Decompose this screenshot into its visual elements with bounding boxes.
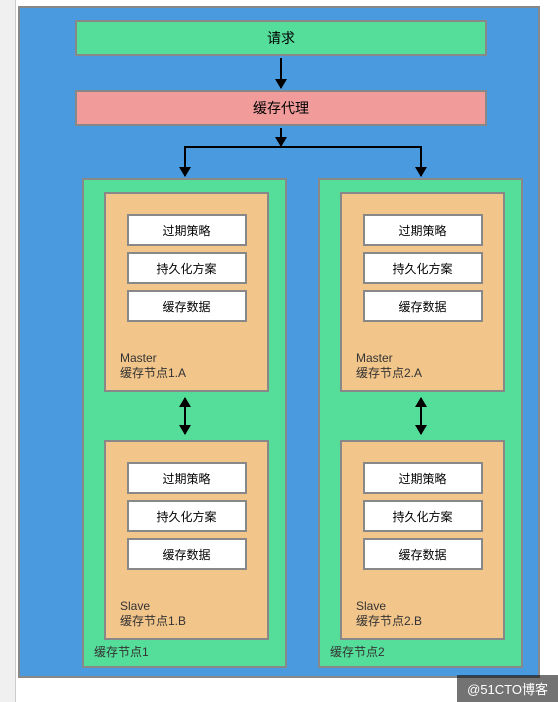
arrow-to-cluster2 [420,146,422,176]
watermark: @51CTO博客 [457,675,558,702]
arrow-proxy-down [280,128,282,146]
slave-node-1: 过期策略 持久化方案 缓存数据 Slave 缓存节点1.B [104,440,269,640]
master-node-2: 过期策略 持久化方案 缓存数据 Master 缓存节点2.A [340,192,505,392]
expire-policy-box: 过期策略 [127,462,247,494]
persistence-box: 持久化方案 [127,252,247,284]
arrow-request-to-proxy [280,58,282,88]
arrow-master-slave-2 [420,398,422,434]
diagram-container: 请求 缓存代理 过期策略 持久化方案 缓存数据 Master 缓存节点1.A 过… [18,6,540,678]
cache-data-box: 缓存数据 [127,290,247,322]
request-box: 请求 [75,20,487,56]
cache-data-box: 缓存数据 [363,290,483,322]
master-label-2: Master 缓存节点2.A [356,351,422,382]
master-node-1: 过期策略 持久化方案 缓存数据 Master 缓存节点1.A [104,192,269,392]
proxy-label: 缓存代理 [253,98,309,118]
slave-label-1: Slave 缓存节点1.B [120,599,186,630]
cluster-label-1: 缓存节点1 [94,643,149,660]
request-label: 请求 [267,28,295,48]
cache-cluster-1: 过期策略 持久化方案 缓存数据 Master 缓存节点1.A 过期策略 持久化方… [82,178,287,668]
slave-node-2: 过期策略 持久化方案 缓存数据 Slave 缓存节点2.B [340,440,505,640]
expire-policy-box: 过期策略 [363,462,483,494]
cache-data-box: 缓存数据 [363,538,483,570]
expire-policy-box: 过期策略 [127,214,247,246]
arrow-master-slave-1 [184,398,186,434]
ruler-left [0,0,16,702]
slave-label-2: Slave 缓存节点2.B [356,599,422,630]
master-label-1: Master 缓存节点1.A [120,351,186,382]
cache-data-box: 缓存数据 [127,538,247,570]
cluster-label-2: 缓存节点2 [330,643,385,660]
persistence-box: 持久化方案 [127,500,247,532]
proxy-box: 缓存代理 [75,90,487,126]
persistence-box: 持久化方案 [363,252,483,284]
split-line [184,146,420,148]
expire-policy-box: 过期策略 [363,214,483,246]
cache-cluster-2: 过期策略 持久化方案 缓存数据 Master 缓存节点2.A 过期策略 持久化方… [318,178,523,668]
persistence-box: 持久化方案 [363,500,483,532]
arrow-to-cluster1 [184,146,186,176]
